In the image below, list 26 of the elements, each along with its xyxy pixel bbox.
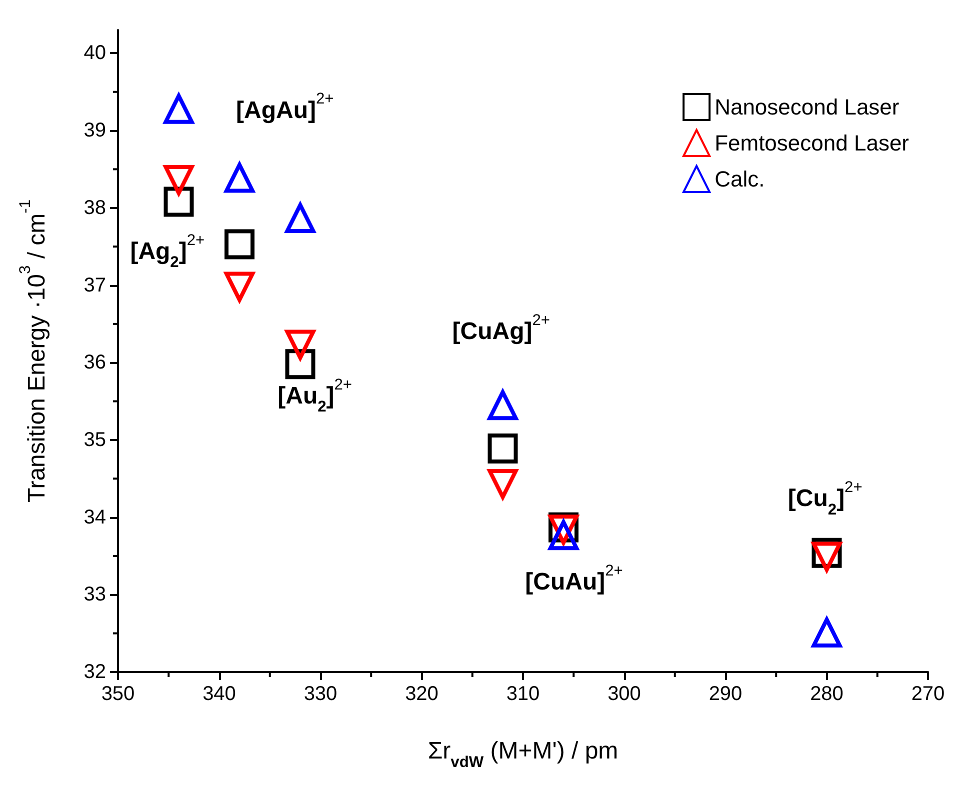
legend-label: Nanosecond Laser: [714, 94, 900, 120]
legend-label: Femtosecond Laser: [714, 130, 910, 156]
point: [164, 186, 194, 217]
x-tick-label: 340: [202, 683, 236, 705]
x-tick-label: 320: [405, 683, 438, 705]
y-tick-label: 33: [84, 584, 106, 606]
x-tick-label: 330: [304, 683, 338, 705]
y-tick-label: 38: [84, 196, 106, 219]
y-tick-label: 40: [84, 42, 106, 64]
x-tick-label: 270: [911, 683, 945, 705]
y-tick-label: 32: [84, 661, 106, 683]
y-tick-label: 36: [84, 352, 106, 374]
x-tick-label: 300: [608, 683, 641, 705]
y-tick-label: 35: [84, 428, 106, 451]
point: [488, 433, 518, 464]
x-tick-label: 290: [708, 683, 742, 705]
x-tick-label: 350: [101, 683, 135, 705]
y-tick-label: 34: [84, 506, 106, 528]
y-tick-label: 37: [84, 274, 106, 296]
point: [285, 349, 316, 380]
x-tick-label: 280: [810, 683, 844, 705]
legend-label: Calc.: [714, 166, 765, 192]
y-axis-title: Transition Energy ·103 / cm-1: [17, 199, 50, 503]
point: [224, 229, 254, 260]
x-tick-label: 310: [506, 683, 540, 705]
y-tick-label: 39: [84, 120, 106, 142]
